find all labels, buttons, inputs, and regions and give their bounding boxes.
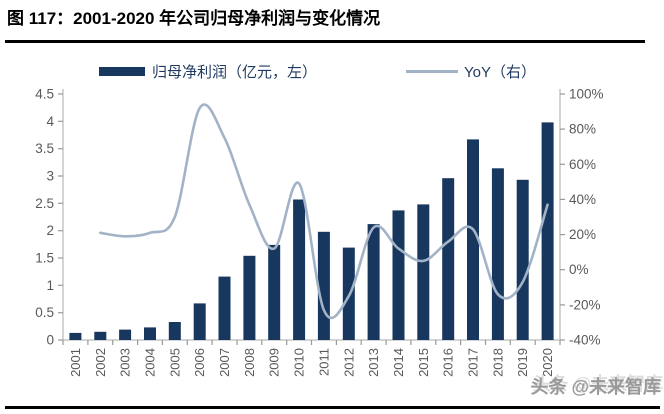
bar-2015 — [417, 204, 430, 340]
bar-2005 — [168, 322, 181, 340]
x-label-2005: 2005 — [167, 348, 182, 377]
bar-2016 — [442, 178, 455, 340]
bar-2010 — [293, 199, 306, 340]
legend-item-net-profit: 归母净利润（亿元，左） — [99, 59, 317, 83]
left-tick-label: 3 — [46, 169, 54, 184]
left-tick-label: 4.5 — [35, 87, 54, 102]
right-tick-label: 100% — [569, 87, 604, 102]
bar-2013 — [367, 224, 380, 340]
bar-series-swatch-icon — [99, 66, 145, 76]
left-tick-label: 3.5 — [35, 141, 54, 156]
right-tick-label: -40% — [569, 333, 601, 348]
x-label-2006: 2006 — [192, 348, 207, 377]
right-tick-label: 80% — [569, 122, 596, 137]
left-tick-label: 1 — [46, 278, 54, 293]
bar-2003 — [119, 329, 132, 340]
x-label-2016: 2016 — [441, 348, 456, 377]
x-label-2008: 2008 — [242, 348, 257, 377]
bar-2006 — [193, 303, 206, 340]
chart-legend: 归母净利润（亿元，左） YoY（右） — [0, 59, 664, 83]
x-label-2002: 2002 — [93, 348, 108, 377]
x-label-2015: 2015 — [416, 348, 431, 377]
legend-item-yoy: YoY（右） — [406, 59, 536, 83]
x-label-2010: 2010 — [292, 348, 307, 377]
bar-2014 — [392, 210, 405, 340]
left-tick-label: 2 — [46, 223, 54, 238]
x-label-2004: 2004 — [143, 348, 158, 377]
left-tick-label: 2.5 — [35, 196, 54, 211]
bar-2008 — [243, 255, 256, 340]
x-label-2011: 2011 — [316, 348, 331, 376]
x-label-2018: 2018 — [490, 348, 505, 377]
title-underline — [5, 40, 645, 43]
right-tick-label: 0% — [569, 262, 589, 277]
x-label-2007: 2007 — [217, 348, 232, 377]
x-label-2009: 2009 — [267, 348, 282, 377]
left-tick-label: 4 — [46, 114, 54, 129]
bar-2002 — [94, 331, 107, 340]
net-profit-yoy-chart: 0 0.5 1 1.5 2 2.5 3 3.5 4 4.5 -40% -20% 0% 20% 40% 60% 8… — [35, 87, 604, 377]
bar-2020 — [541, 122, 554, 341]
bar-2017 — [467, 139, 479, 340]
x-label-2020: 2020 — [540, 348, 555, 377]
x-label-2019: 2019 — [515, 348, 530, 377]
legend-label-net-profit: 归母净利润（亿元，左） — [152, 63, 318, 81]
right-tick-label: 60% — [569, 157, 596, 172]
bar-2001 — [69, 332, 82, 340]
legend-label-yoy: YoY（右） — [464, 63, 536, 81]
yoy-line — [99, 103, 549, 320]
x-label-2017: 2017 — [466, 348, 481, 377]
watermark: 头条 @未来智库 — [530, 377, 661, 397]
bar-2009 — [268, 244, 281, 340]
bar-2019 — [516, 179, 529, 340]
right-tick-label: 20% — [569, 227, 596, 242]
x-label-2003: 2003 — [118, 348, 133, 377]
x-label-2014: 2014 — [391, 348, 406, 377]
x-label-2012: 2012 — [341, 348, 356, 377]
right-tick-label: -20% — [569, 297, 601, 312]
chart-area: 0 0.5 1 1.5 2 2.5 3 3.5 4 4.5 -40% -20% 0% 20% 40% 60% 8… — [0, 84, 664, 414]
bar-2011 — [317, 231, 330, 340]
right-tick-label: 40% — [569, 192, 596, 207]
bar-2004 — [144, 327, 156, 340]
x-label-2001: 2001 — [68, 348, 83, 377]
x-label-2013: 2013 — [366, 348, 381, 377]
left-tick-label: 1.5 — [35, 251, 54, 266]
line-series-swatch-icon — [406, 69, 458, 73]
figure-title: 图 117：2001-2020 年公司归母净利润与变化情况 — [7, 9, 381, 28]
left-tick-label: 0.5 — [35, 305, 54, 320]
bottom-rule — [5, 406, 660, 409]
bar-2018 — [491, 168, 504, 340]
bar-2007 — [218, 276, 231, 340]
left-tick-label: 0 — [46, 333, 54, 348]
